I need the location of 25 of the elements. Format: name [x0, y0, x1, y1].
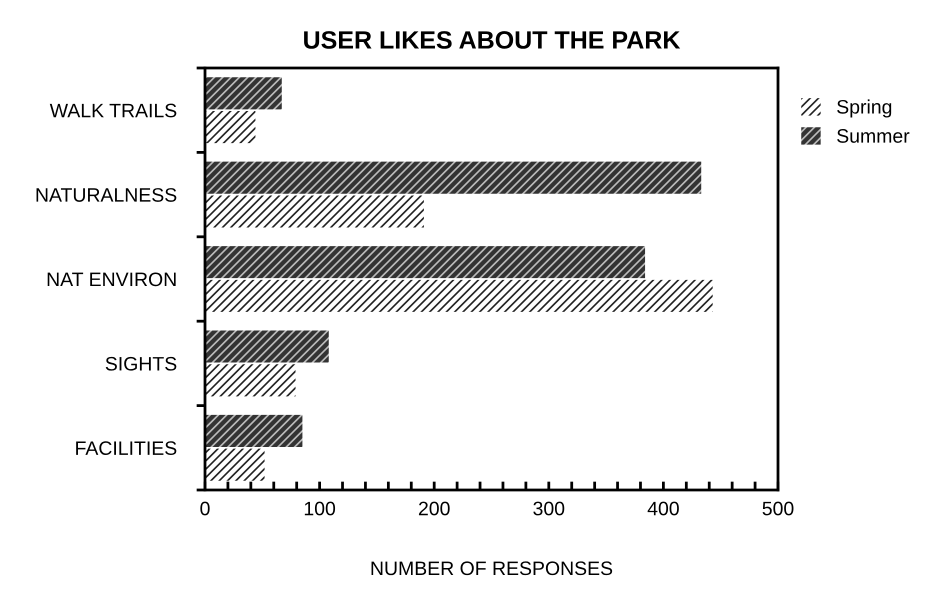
bar: [205, 280, 713, 312]
x-tick-label: 0: [200, 502, 210, 516]
bar: [205, 111, 256, 144]
x-tick-label: 200: [418, 502, 450, 516]
y-tick-label: FACILITIES: [76, 441, 176, 456]
bar: [205, 77, 282, 110]
x-tick-label: 500: [762, 502, 794, 516]
legend-label: Spring: [837, 99, 892, 118]
y-tick-label: SIGHTS: [106, 356, 176, 371]
bar: [205, 162, 702, 194]
chart-title: USER LIKES ABOUT THE PARK: [304, 31, 680, 49]
bar: [205, 448, 265, 481]
y-tick-label: WALK TRAILS: [50, 104, 176, 118]
y-tick-label: NAT ENVIRON: [48, 272, 176, 286]
x-axis-title: NUMBER OF RESPONSES: [372, 561, 612, 576]
x-tick-label: 100: [304, 502, 336, 516]
x-tick-label: 400: [648, 502, 679, 516]
y-tick-label: NATURALNESS: [36, 188, 176, 202]
x-tick-label: 300: [533, 502, 564, 516]
bar: [205, 414, 302, 447]
bar: [205, 364, 296, 396]
bar: [205, 330, 329, 363]
legend-label: Summer: [837, 129, 910, 143]
bar: [205, 195, 424, 228]
bar: [205, 246, 646, 278]
